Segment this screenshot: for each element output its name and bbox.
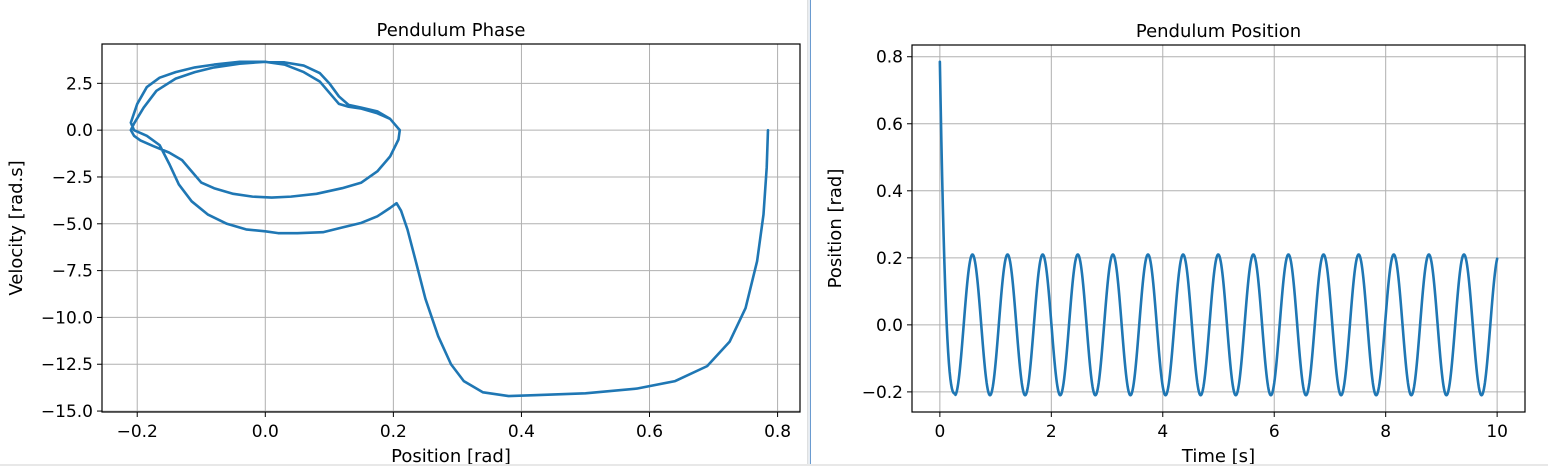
y-tick-label: 0.6: [876, 115, 903, 135]
pendulum-phase-chart: −0.2 0.0 0.2 0.4 0.6 0.8 2.5 0.0 −2.5 −5.0 −7.5 −10…: [6, 20, 801, 466]
window-divider[interactable]: [807, 0, 811, 466]
y-tick-label: 0.0: [876, 316, 903, 336]
ticks: 0 2 4 6 8 10 0.8 0.6 0.4 0.2 0.0 −0.2: [862, 48, 1508, 442]
x-axis-label: Position [rad]: [391, 446, 511, 466]
y-tick-label: −2.5: [52, 168, 93, 188]
x-tick-label: 0.4: [508, 422, 535, 442]
position-plot-pane: 0 2 4 6 8 10 0.8 0.6 0.4 0.2 0.0 −0.2 Pendulum Posi…: [811, 0, 1548, 466]
y-tick-label: −12.5: [41, 355, 93, 375]
y-tick-label: −0.2: [862, 383, 903, 403]
chart-title: Pendulum Position: [1136, 21, 1301, 42]
x-tick-label: 0.8: [764, 422, 791, 442]
axes-frame: [911, 44, 1526, 413]
series-line-position: [938, 60, 1499, 397]
y-axis-label: Velocity [rad.s]: [6, 160, 27, 295]
y-tick-label: 0.2: [876, 249, 903, 269]
phase-plot-pane: −0.2 0.0 0.2 0.4 0.6 0.8 2.5 0.0 −2.5 −5.0 −7.5 −10…: [6, 20, 801, 466]
window-bottom-edge: [0, 464, 1548, 466]
x-tick-label: 2: [1046, 422, 1057, 442]
x-tick-label: 10: [1486, 422, 1508, 442]
y-tick-label: 0.8: [876, 48, 903, 68]
x-tick-label: 4: [1157, 422, 1168, 442]
axes-frame: [101, 43, 801, 413]
x-tick-label: 0.0: [252, 422, 279, 442]
grid: [102, 44, 800, 412]
y-tick-label: −15.0: [41, 402, 93, 422]
x-tick-label: 8: [1380, 422, 1391, 442]
x-tick-label: 0.2: [380, 422, 407, 442]
x-tick-label: 6: [1269, 422, 1280, 442]
x-axis-label: Time [s]: [1181, 446, 1255, 466]
y-tick-label: −5.0: [52, 215, 93, 235]
grid: [912, 45, 1525, 412]
x-tick-label: −0.2: [117, 422, 158, 442]
chart-title: Pendulum Phase: [377, 20, 526, 41]
y-tick-label: 0.0: [66, 121, 93, 141]
y-tick-label: 0.4: [876, 182, 903, 202]
y-tick-label: −10.0: [41, 308, 93, 328]
y-tick-label: −7.5: [52, 262, 93, 282]
y-tick-label: 2.5: [66, 74, 93, 94]
y-axis-label: Position [rad]: [825, 169, 846, 289]
x-tick-label: 0: [934, 422, 945, 442]
ticks: −0.2 0.0 0.2 0.4 0.6 0.8 2.5 0.0 −2.5 −5.0 −7.5 −10…: [41, 74, 791, 442]
series-line-phase: [129, 60, 770, 398]
pendulum-position-chart: 0 2 4 6 8 10 0.8 0.6 0.4 0.2 0.0 −0.2 Pendulum Posi…: [825, 21, 1526, 466]
x-tick-label: 0.6: [636, 422, 663, 442]
